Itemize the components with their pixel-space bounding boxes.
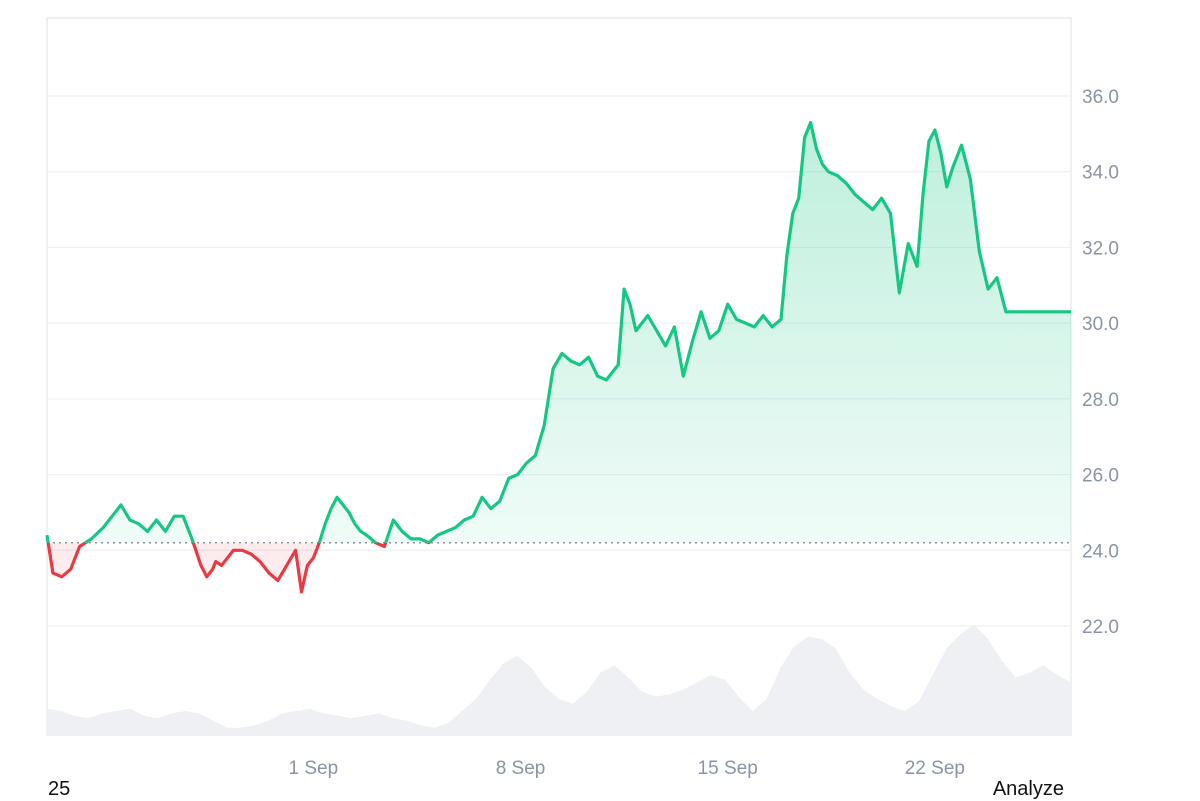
area-above-baseline [47, 122, 1071, 543]
y-tick-label: 30.0 [1082, 314, 1119, 335]
analyze-link[interactable]: Analyze [992, 778, 1064, 800]
y-tick-label: 22.0 [1082, 617, 1119, 638]
y-tick-label: 24.0 [1082, 541, 1119, 562]
y-tick-label: 34.0 [1082, 163, 1119, 184]
footer-left-label: 25 [48, 778, 71, 800]
x-tick-label: 1 Sep [289, 758, 339, 779]
y-tick-label: 28.0 [1082, 390, 1119, 411]
x-tick-label: 15 Sep [698, 758, 758, 779]
x-axis-labels: 1 Sep 8 Sep 15 Sep 22 Sep [289, 758, 965, 779]
x-tick-label: 8 Sep [496, 758, 546, 779]
y-axis-labels: 22.0 24.0 26.0 28.0 30.0 32.0 34.0 36.0 [1082, 87, 1119, 638]
y-tick-label: 32.0 [1082, 238, 1119, 259]
x-tick-label: 22 Sep [905, 758, 965, 779]
price-line[interactable] [45, 120, 1071, 594]
price-line-down[interactable] [46, 123, 1071, 594]
volume-shape [47, 624, 1071, 735]
y-tick-label: 36.0 [1082, 87, 1119, 108]
price-line-up[interactable] [45, 120, 1071, 592]
y-tick-label: 26.0 [1082, 466, 1119, 487]
volume-area [47, 624, 1071, 735]
